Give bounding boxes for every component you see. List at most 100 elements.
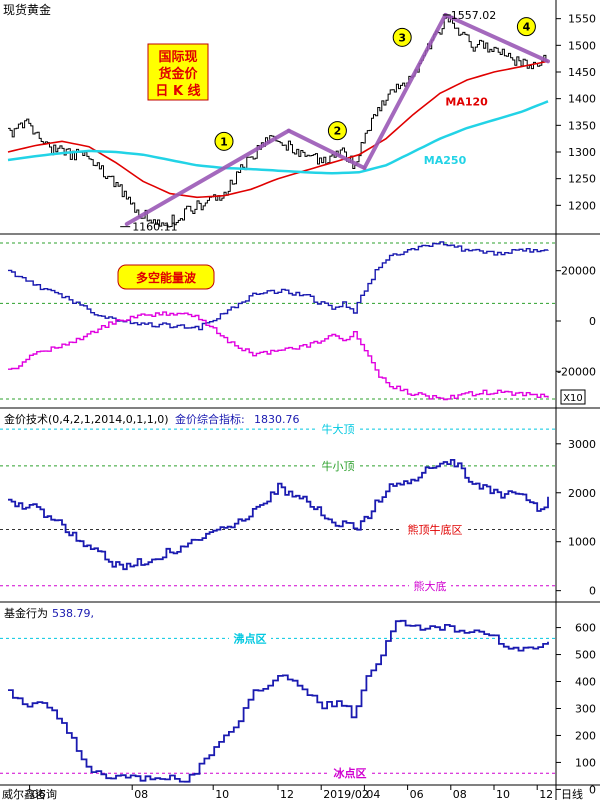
volume-unit-box (560, 389, 586, 405)
gold-index-ref-label-bg (402, 522, 468, 537)
price-annotation: 1557.02 (451, 9, 497, 22)
fund-ref-label: 沸点区 (234, 631, 267, 645)
gold-index-indicator-value: 1830.76 (254, 413, 300, 426)
price-title-line-1: 国际现 (158, 50, 197, 65)
volume-unit: X10 (563, 393, 583, 404)
y-tick-label: 300 (575, 702, 596, 715)
gold-index-ref-label-bg (317, 458, 359, 473)
price-annotation: MA120 (445, 95, 488, 108)
x-tick-label: 2019/02 (323, 788, 369, 800)
x-tick-label: 04 (366, 788, 380, 800)
wave-badge-3 (392, 27, 412, 47)
volume-panel: 20000 0 -20000 多空能量波 X10 (0, 241, 596, 405)
gold-index-panel: 金价技术(0,4,2,1,2014,0,1,1,0) 金价综合指标: 1830.… (0, 412, 596, 598)
y-tick-label: 3000 (568, 438, 596, 451)
wave-badge-1 (214, 131, 234, 151)
fund-ref-label: 冰点区 (334, 766, 367, 780)
y-tick-label: 600 (575, 622, 596, 635)
y-tick-label: 1350 (568, 119, 596, 132)
y-tick-label: 200 (575, 729, 596, 742)
price-title-box: 国际现 货金价 日 K 线 (147, 43, 209, 101)
bear-energy-line (8, 311, 549, 401)
wave-badge-2 (327, 121, 347, 141)
x-tick-label: 08 (453, 788, 467, 800)
price-annotation: 1160.11 (132, 221, 178, 234)
trend-line-2 (286, 128, 367, 170)
gold-index-ref-label-bg (409, 578, 451, 593)
price-title-line-2: 货金价 (158, 66, 198, 82)
footer-source: 威尔鑫咨询 (2, 787, 57, 800)
wave-badge-label-1: 1 (220, 135, 228, 148)
y-tick-label: -20000 (557, 365, 596, 378)
wave-badge-label-3: 3 (398, 31, 406, 44)
gold-index-y-ticks: 3000 2000 1000 0 (556, 438, 596, 598)
gold-index-ref-label: 牛大顶 (322, 422, 355, 436)
price-annotations: 1557.02 1160.11 MA120 MA250 (120, 9, 496, 234)
gold-index-ref-label-bg (317, 422, 359, 437)
price-line (8, 15, 548, 228)
y-tick-label: 1450 (568, 66, 596, 79)
gold-index-ref-label: 熊顶牛底区 (408, 522, 463, 536)
y-tick-label: 2000 (568, 487, 596, 500)
y-tick-label: 100 (575, 756, 596, 769)
y-tick-label: 0 (589, 783, 596, 796)
price-series (7, 15, 549, 228)
gold-index-title: 金价技术(0,4,2,1,2014,0,1,1,0) (4, 412, 169, 426)
trend-line-3 (362, 12, 448, 170)
y-tick-label: 1250 (568, 173, 596, 186)
price-annotation: MA250 (424, 154, 467, 167)
volume-ref-lines (0, 242, 556, 400)
x-tick-label: 08 (134, 788, 148, 800)
fund-line (8, 619, 549, 783)
y-tick-label: 400 (575, 676, 596, 689)
ma250-line (7, 100, 549, 175)
trend-lines (124, 12, 550, 226)
volume-title-box (117, 264, 215, 290)
y-tick-label: 500 (575, 649, 596, 662)
gold-index-ref-label: 熊大底 (414, 579, 447, 593)
wave-badge-label-2: 2 (334, 125, 342, 138)
price-title-box-bg (147, 43, 209, 101)
y-tick-label: 20000 (561, 265, 596, 278)
price-title-line-3: 日 K 线 (155, 83, 200, 99)
bull-energy-line (8, 241, 549, 331)
y-tick-label: 0 (589, 585, 596, 598)
price-y-ticks: 1200 1250 1300 1350 1400 1450 1500 1550 (556, 13, 596, 212)
x-tick-label: 06 (32, 788, 46, 800)
wave-badge-4 (516, 17, 536, 37)
chart-header-title: 现货黄金 (3, 2, 51, 17)
x-tick-label: 10 (496, 788, 510, 800)
trend-line-1 (124, 128, 291, 226)
gold-index-series (8, 459, 549, 571)
fund-title: 基金行为 (4, 606, 48, 620)
volume-y-ticks: 20000 0 -20000 (556, 265, 596, 378)
gold-index-indicator-label: 金价综合指标: (175, 412, 245, 426)
gold-index-line (8, 459, 549, 571)
y-tick-label: 0 (589, 315, 596, 328)
y-tick-label: 1200 (568, 199, 596, 212)
y-tick-label: 1550 (568, 13, 596, 26)
x-tick-label: 12 (539, 788, 553, 800)
fund-series (8, 619, 549, 783)
footer-period: 日线 (561, 787, 583, 800)
y-tick-label: 1500 (568, 39, 596, 52)
wave-badge-label-4: 4 (523, 21, 531, 34)
volume-title: 多空能量波 (136, 270, 197, 285)
fund-y-ticks: 600 500 400 300 200 100 0 (556, 622, 596, 796)
gold-index-ref-label: 牛小顶 (322, 459, 355, 473)
x-tick-label: 12 (280, 788, 294, 800)
x-tick-label: 06 (410, 788, 424, 800)
trend-line-4 (443, 12, 550, 64)
fund-ref-label-bg (229, 631, 271, 646)
y-tick-label: 1000 (568, 536, 596, 549)
price-panel: 1200 1250 1300 1350 1400 1450 1500 1550 1 2 3 4 15… (7, 9, 596, 234)
fund-ref-label-bg (329, 766, 371, 781)
x-tick-label: 10 (215, 788, 229, 800)
